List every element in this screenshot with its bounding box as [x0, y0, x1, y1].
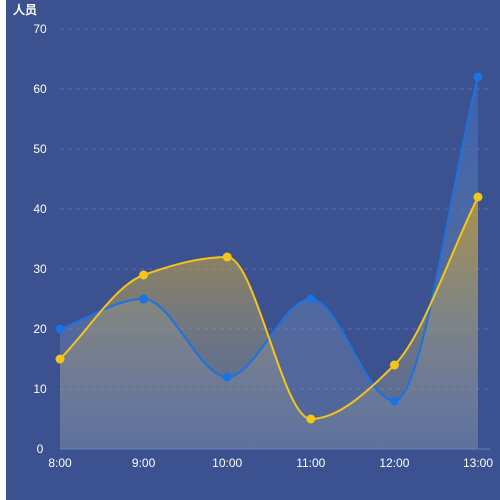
- data-point[interactable]: [222, 372, 232, 382]
- data-point[interactable]: [306, 294, 316, 304]
- y-tick-label: 30: [33, 262, 47, 276]
- y-axis-label: 人员: [13, 2, 37, 17]
- y-tick-label: 0: [37, 442, 44, 456]
- series-points: [55, 72, 483, 424]
- y-tick-label: 50: [33, 142, 47, 156]
- data-point[interactable]: [139, 294, 149, 304]
- x-tick-label: 11:00: [296, 456, 325, 470]
- data-point[interactable]: [55, 354, 65, 364]
- data-point[interactable]: [389, 396, 399, 406]
- x-tick-label: 13:00: [463, 456, 493, 470]
- y-tick-label: 20: [33, 322, 47, 336]
- y-tick-label: 40: [33, 202, 47, 216]
- y-tick-label: 70: [33, 22, 47, 36]
- series-line: [59, 196, 479, 421]
- data-point[interactable]: [473, 192, 483, 202]
- data-point[interactable]: [55, 324, 65, 334]
- data-point[interactable]: [139, 270, 149, 280]
- data-point[interactable]: [222, 252, 232, 262]
- data-point[interactable]: [306, 414, 316, 424]
- x-axis: 8:00 9:00 10:00 11:00 12:00 13:00: [48, 448, 493, 470]
- y-tick-label: 10: [33, 382, 47, 396]
- x-tick-label: 8:00: [48, 456, 72, 470]
- x-tick-label: 12:00: [379, 456, 409, 470]
- x-tick-label: 9:00: [132, 456, 156, 470]
- y-tick-label: 60: [33, 82, 47, 96]
- series-area: [60, 197, 478, 449]
- data-point[interactable]: [389, 360, 399, 370]
- y-axis: 人员 0 10 20 30 40 50 60 70: [13, 2, 47, 456]
- series-areas: [60, 77, 478, 449]
- x-tick-label: 10:00: [212, 456, 242, 470]
- data-point[interactable]: [473, 72, 483, 82]
